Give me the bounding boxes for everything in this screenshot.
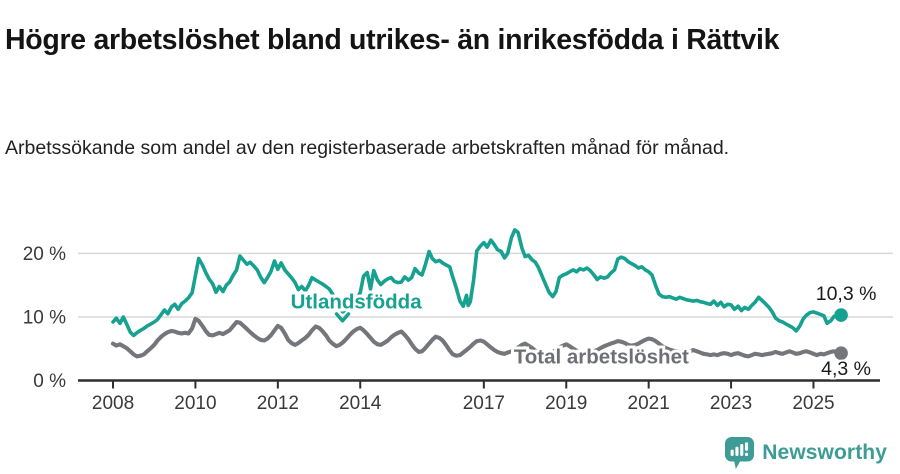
- series-line-total: [110, 316, 844, 359]
- series-label-total: Total arbetslöshet: [514, 346, 689, 369]
- page-title: Högre arbetslöshet bland utrikes- än inr…: [5, 24, 780, 57]
- y-axis-tick-label: 0 %: [33, 371, 66, 392]
- y-axis-tick-label: 20 %: [23, 244, 66, 265]
- x-axis-tick-label: 2010: [174, 393, 216, 414]
- end-dot-utlandsfodda: [834, 308, 848, 322]
- x-axis-tick-label: 2008: [92, 393, 134, 414]
- y-axis-tick-label: 10 %: [23, 307, 66, 328]
- x-axis-tick-label: 2017: [463, 393, 505, 414]
- end-value-label-utlandsfodda: 10,3 %: [816, 283, 877, 305]
- newsworthy-brand-text: Newsworthy: [762, 441, 887, 464]
- newsworthy-logo: Newsworthy: [725, 437, 887, 469]
- x-axis-tick-label: 2012: [257, 393, 299, 414]
- x-axis-tick-label: 2025: [792, 393, 834, 414]
- x-axis-tick-label: 2019: [545, 393, 587, 414]
- x-axis-tick-label: 2014: [339, 393, 382, 414]
- series-line-utlandsfodda: [111, 228, 843, 338]
- newsworthy-bar-chart-bubble-icon: [725, 437, 755, 469]
- end-value-label-total: 4,3 %: [821, 358, 871, 380]
- page-subtitle: Arbetssökande som andel av den registerb…: [5, 136, 730, 159]
- x-axis-tick-label: 2023: [710, 393, 752, 414]
- series-label-utlandsfodda: Utlandsfödda: [291, 290, 423, 313]
- chevron-down-icon: [334, 312, 351, 323]
- x-axis-tick-label: 2021: [628, 393, 670, 414]
- end-dot-total: [834, 346, 848, 360]
